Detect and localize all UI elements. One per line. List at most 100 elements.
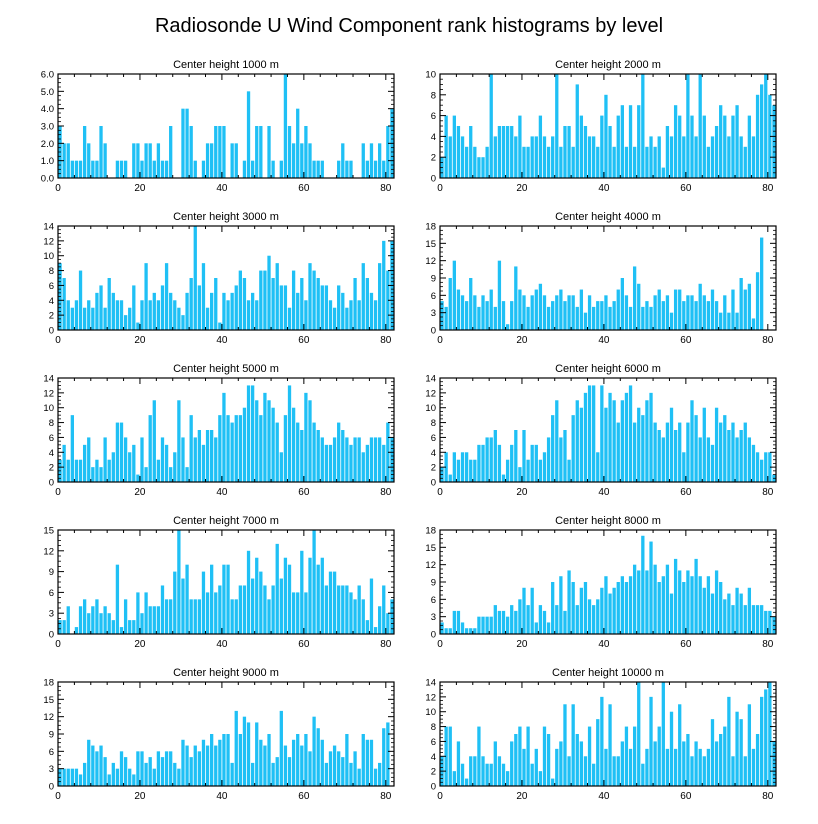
bar — [136, 322, 140, 330]
bar — [218, 415, 222, 482]
bar — [555, 605, 559, 634]
bar — [530, 136, 534, 178]
bar — [337, 422, 341, 482]
bar — [324, 444, 329, 482]
bar — [357, 585, 361, 634]
bar — [214, 592, 218, 634]
x-tick-label: 80 — [380, 183, 392, 194]
bar — [448, 726, 452, 786]
bar — [373, 768, 378, 786]
bar — [320, 437, 324, 482]
bar — [608, 392, 612, 482]
bar — [497, 756, 502, 786]
bar — [673, 289, 678, 330]
y-tick-label: 0 — [431, 630, 436, 641]
bar — [444, 628, 448, 634]
bar — [259, 270, 263, 330]
bar — [140, 437, 144, 482]
bar — [682, 452, 686, 482]
bar — [164, 599, 169, 634]
y-tick-label: 1.0 — [41, 156, 54, 167]
bar — [501, 301, 506, 330]
bar — [255, 400, 259, 482]
bar — [91, 606, 95, 634]
y-tick-label: 3.0 — [41, 122, 54, 133]
bar — [115, 422, 120, 482]
bar — [246, 550, 251, 634]
bar — [493, 136, 497, 178]
panel-1: Center height 1000 m 0 20 40 60 80 0.0 1.0 2.0 3.… — [41, 59, 395, 194]
bar — [201, 444, 206, 482]
bar — [267, 400, 271, 482]
bar — [115, 160, 120, 178]
bar — [316, 728, 320, 786]
bar — [510, 741, 514, 786]
y-tick-label: 3 — [49, 764, 54, 775]
bar — [604, 748, 608, 786]
x-tick-label: 0 — [55, 335, 61, 346]
bar — [632, 422, 637, 482]
bar — [698, 283, 702, 330]
bar — [632, 146, 637, 178]
bar — [300, 143, 304, 178]
bar — [624, 582, 629, 634]
bar — [514, 136, 518, 178]
bar — [189, 278, 193, 330]
bar — [234, 415, 238, 482]
bar — [764, 452, 768, 482]
bar — [66, 768, 70, 786]
bar — [477, 726, 481, 786]
bar — [222, 392, 226, 482]
y-tick-label: 9 — [49, 567, 54, 578]
bar — [308, 557, 312, 634]
bar — [694, 301, 698, 330]
bar — [739, 719, 743, 786]
bar — [123, 757, 128, 786]
bar — [686, 422, 690, 482]
bar — [144, 143, 148, 178]
y-tick-label: 14 — [43, 374, 54, 385]
bar — [649, 136, 653, 178]
bar — [271, 407, 275, 482]
bar — [768, 452, 772, 482]
bar — [308, 143, 312, 178]
bar — [657, 582, 661, 634]
bar — [382, 160, 386, 178]
bar — [246, 300, 251, 330]
y-tick-label: 0 — [49, 478, 54, 489]
y-tick-label: 0 — [431, 174, 436, 185]
bar — [259, 739, 263, 786]
bar — [70, 160, 74, 178]
bar — [87, 437, 91, 482]
bar — [373, 300, 378, 330]
bar — [148, 415, 152, 482]
bar — [82, 762, 87, 786]
bar — [612, 146, 616, 178]
bar — [559, 576, 563, 634]
panel-title: Center height 4000 m — [555, 211, 661, 223]
bar — [628, 306, 633, 330]
bar — [242, 716, 247, 786]
bar — [444, 115, 448, 178]
bar — [530, 295, 534, 330]
bar — [706, 437, 711, 482]
bar — [510, 444, 514, 482]
bar — [312, 422, 316, 482]
bar — [78, 270, 83, 330]
bar — [719, 734, 723, 786]
bar — [185, 108, 189, 178]
bar — [583, 392, 588, 482]
bar — [673, 558, 678, 634]
bar — [514, 430, 518, 482]
bar — [649, 696, 653, 786]
bar — [222, 292, 226, 330]
bar — [469, 628, 473, 634]
bar — [152, 768, 156, 786]
bar — [567, 459, 571, 482]
x-tick-label: 60 — [298, 791, 310, 802]
bar — [271, 762, 275, 786]
bar — [620, 741, 624, 786]
bar — [735, 105, 739, 178]
bar — [123, 599, 128, 634]
bar — [673, 105, 678, 178]
